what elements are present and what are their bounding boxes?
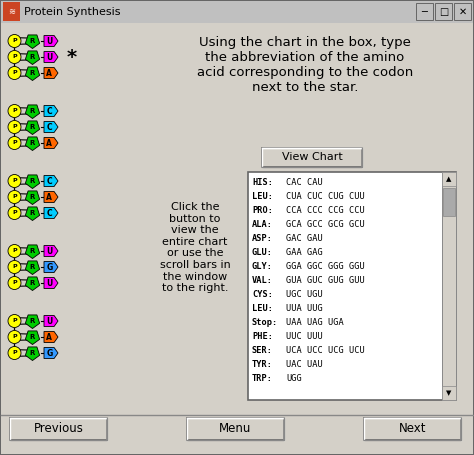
Text: U: U [46, 317, 53, 325]
Text: A: A [46, 333, 52, 342]
Text: P: P [12, 194, 17, 199]
Text: R: R [30, 124, 35, 130]
Polygon shape [44, 106, 58, 116]
Text: GAA GAG: GAA GAG [286, 248, 323, 257]
Text: TRP:: TRP: [252, 374, 273, 383]
Polygon shape [26, 67, 40, 81]
Text: C: C [46, 177, 52, 186]
Text: View Chart: View Chart [282, 152, 342, 162]
Text: GCA GCC GCG GCU: GCA GCC GCG GCU [286, 220, 365, 229]
Polygon shape [44, 262, 58, 273]
Circle shape [8, 121, 21, 133]
FancyBboxPatch shape [435, 3, 452, 20]
Text: P: P [12, 108, 17, 113]
Polygon shape [26, 261, 40, 274]
Text: P: P [12, 141, 17, 146]
Polygon shape [44, 137, 58, 148]
Text: R: R [30, 210, 35, 216]
Text: UUA UUG: UUA UUG [286, 304, 323, 313]
Text: A: A [46, 192, 52, 202]
Circle shape [8, 347, 21, 359]
Text: Click the
button to
view the
entire chart
or use the
scroll bars in
the window
t: Click the button to view the entire char… [160, 202, 230, 293]
Text: ▲: ▲ [447, 176, 452, 182]
Text: CYS:: CYS: [252, 290, 273, 299]
Text: P: P [12, 264, 17, 269]
Text: P: P [12, 211, 17, 216]
FancyBboxPatch shape [442, 172, 456, 400]
Text: C: C [46, 208, 52, 217]
Text: Stop:: Stop: [252, 318, 278, 327]
FancyBboxPatch shape [454, 3, 471, 20]
Text: GUA GUC GUG GUU: GUA GUC GUG GUU [286, 276, 365, 285]
Text: ─: ─ [421, 7, 428, 17]
Text: P: P [12, 248, 17, 253]
Circle shape [8, 261, 21, 273]
Polygon shape [44, 192, 58, 202]
Text: P: P [12, 280, 17, 285]
Text: R: R [30, 178, 35, 184]
FancyBboxPatch shape [364, 418, 461, 440]
Polygon shape [26, 121, 40, 135]
Polygon shape [44, 207, 58, 218]
Text: P: P [12, 334, 17, 339]
Polygon shape [26, 175, 40, 188]
Text: CAC CAU: CAC CAU [286, 178, 323, 187]
Polygon shape [26, 315, 40, 329]
Polygon shape [44, 67, 58, 79]
Circle shape [8, 207, 21, 219]
Circle shape [8, 314, 21, 328]
Text: P: P [12, 178, 17, 183]
Text: GLU:: GLU: [252, 248, 273, 257]
Circle shape [8, 66, 21, 80]
Polygon shape [26, 245, 40, 258]
Polygon shape [26, 347, 40, 360]
Text: □: □ [439, 7, 448, 17]
Text: SER:: SER: [252, 346, 273, 355]
Text: P: P [12, 55, 17, 60]
Text: VAL:: VAL: [252, 276, 273, 285]
Text: ▼: ▼ [447, 390, 452, 396]
Text: *: * [67, 47, 77, 66]
Text: G: G [46, 349, 53, 358]
Polygon shape [44, 246, 58, 257]
Text: Menu: Menu [219, 423, 252, 435]
FancyBboxPatch shape [10, 418, 107, 440]
Text: ASP:: ASP: [252, 234, 273, 243]
Text: Protein Synthesis: Protein Synthesis [24, 7, 120, 17]
Text: R: R [30, 334, 35, 340]
Text: A: A [46, 138, 52, 147]
FancyBboxPatch shape [443, 188, 455, 216]
Text: U: U [46, 36, 53, 46]
Polygon shape [44, 121, 58, 132]
Circle shape [8, 330, 21, 344]
Circle shape [8, 175, 21, 187]
FancyBboxPatch shape [248, 172, 456, 400]
Text: GLY:: GLY: [252, 262, 273, 271]
Text: R: R [30, 108, 35, 114]
Text: R: R [30, 38, 35, 44]
Polygon shape [44, 348, 58, 359]
Text: GAC GAU: GAC GAU [286, 234, 323, 243]
Text: PRO:: PRO: [252, 206, 273, 215]
Text: LEU:: LEU: [252, 192, 273, 201]
Text: ≋: ≋ [8, 7, 15, 16]
Text: U: U [46, 52, 53, 61]
Text: P: P [12, 39, 17, 44]
Text: Previous: Previous [34, 423, 83, 435]
Text: R: R [30, 264, 35, 270]
Text: C: C [46, 122, 52, 131]
Polygon shape [26, 51, 40, 65]
Circle shape [8, 51, 21, 64]
Polygon shape [26, 191, 40, 204]
Text: R: R [30, 318, 35, 324]
Polygon shape [26, 35, 40, 49]
Text: P: P [12, 350, 17, 355]
Text: U: U [46, 247, 53, 256]
Polygon shape [26, 105, 40, 118]
Polygon shape [44, 332, 58, 343]
Text: C: C [46, 106, 52, 116]
Polygon shape [44, 176, 58, 187]
Text: UUC UUU: UUC UUU [286, 332, 323, 341]
Polygon shape [44, 35, 58, 46]
